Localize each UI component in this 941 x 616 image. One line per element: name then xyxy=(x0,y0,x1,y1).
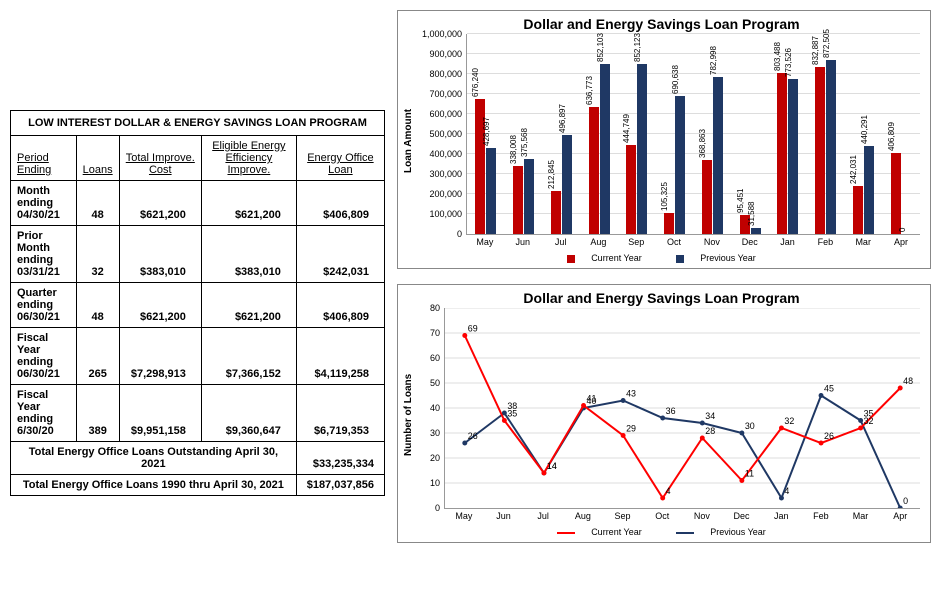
bar-current: 105,325 xyxy=(664,213,674,234)
svg-text:14: 14 xyxy=(547,461,557,471)
col-period: Period Ending xyxy=(11,136,77,181)
bar-current: 636,773 xyxy=(589,107,599,234)
line-chart-title: Dollar and Energy Savings Loan Program xyxy=(403,290,920,306)
bar-chart: Dollar and Energy Savings Loan Program L… xyxy=(397,10,931,269)
bar-current: 242,031 xyxy=(853,186,863,234)
svg-text:32: 32 xyxy=(864,416,874,426)
bar-previous: 428,697 xyxy=(486,148,496,234)
bar-chart-y-label: Loan Amount xyxy=(403,34,414,247)
line-current xyxy=(465,336,900,499)
svg-text:0: 0 xyxy=(903,496,908,506)
bar-previous: 782,998 xyxy=(713,77,723,234)
bar-group: 338,008375,568 xyxy=(505,34,543,234)
table-row: Prior Month ending 03/31/2132$383,010$38… xyxy=(11,226,385,283)
loan-program-table: LOW INTEREST DOLLAR & ENERGY SAVINGS LOA… xyxy=(10,110,385,496)
svg-text:4: 4 xyxy=(666,486,671,496)
bar-previous: 852,123 xyxy=(637,64,647,234)
svg-text:34: 34 xyxy=(705,411,715,421)
table-title: LOW INTEREST DOLLAR & ENERGY SAVINGS LOA… xyxy=(11,111,385,136)
bar-previous: 496,897 xyxy=(562,135,572,234)
bar-current: 803,488 xyxy=(777,73,787,234)
bar-previous: 773,526 xyxy=(788,79,798,234)
svg-text:69: 69 xyxy=(468,323,478,333)
bar-group: 636,773852,103 xyxy=(580,34,618,234)
table-row: Quarter ending 06/30/2148$621,200$621,20… xyxy=(11,283,385,328)
bar-current: 368,863 xyxy=(702,160,712,234)
bar-group: 832,887872,505 xyxy=(807,34,845,234)
bar-previous: 872,505 xyxy=(826,60,836,235)
bar-previous: 31,588 xyxy=(751,228,761,234)
bar-chart-legend: Current Year Previous Year xyxy=(403,247,920,263)
bar-group: 212,845496,897 xyxy=(543,34,581,234)
bar-group: 406,8090 xyxy=(882,34,920,234)
bar-group: 242,031440,291 xyxy=(845,34,883,234)
svg-text:29: 29 xyxy=(626,423,636,433)
bar-current: 212,845 xyxy=(551,191,561,234)
svg-text:26: 26 xyxy=(468,431,478,441)
bar-current: 406,809 xyxy=(891,153,901,234)
bar-current: 338,008 xyxy=(513,166,523,234)
svg-text:11: 11 xyxy=(745,468,754,478)
table-row: Month ending 04/30/2148$621,200$621,200$… xyxy=(11,181,385,226)
line-chart: Dollar and Energy Savings Loan Program N… xyxy=(397,284,931,543)
table-total-row: Total Energy Office Loans Outstanding Ap… xyxy=(11,442,385,475)
bar-group: 803,488773,526 xyxy=(769,34,807,234)
bar-group: 105,325690,638 xyxy=(656,34,694,234)
table-total-row: Total Energy Office Loans 1990 thru Apri… xyxy=(11,475,385,496)
col-office-loan: Energy Office Loan xyxy=(296,136,384,181)
svg-text:36: 36 xyxy=(666,406,676,416)
bar-previous: 690,638 xyxy=(675,96,685,234)
line-previous xyxy=(465,396,900,509)
svg-text:4: 4 xyxy=(784,486,789,496)
bar-previous: 375,568 xyxy=(524,159,534,234)
svg-text:41: 41 xyxy=(587,393,597,403)
svg-text:32: 32 xyxy=(784,416,794,426)
bar-group: 444,749852,123 xyxy=(618,34,656,234)
bar-chart-title: Dollar and Energy Savings Loan Program xyxy=(403,16,920,32)
line-chart-y-label: Number of Loans xyxy=(403,308,414,521)
bar-current: 444,749 xyxy=(626,145,636,234)
bar-current: 832,887 xyxy=(815,67,825,234)
svg-text:43: 43 xyxy=(626,388,636,398)
bar-group: 676,240428,697 xyxy=(467,34,505,234)
svg-text:48: 48 xyxy=(903,376,913,386)
bar-previous: 440,291 xyxy=(864,146,874,234)
svg-text:26: 26 xyxy=(824,431,834,441)
col-eligible: Eligible Energy Efficiency Improve. xyxy=(201,136,296,181)
col-total-cost: Total Improve. Cost xyxy=(119,136,201,181)
table-row: Fiscal Year ending 6/30/20389$9,951,158$… xyxy=(11,385,385,442)
svg-text:45: 45 xyxy=(824,383,834,393)
bar-group: 95,45131,588 xyxy=(731,34,769,234)
col-loans: Loans xyxy=(76,136,119,181)
svg-text:35: 35 xyxy=(507,408,517,418)
line-chart-legend: Current Year Previous Year xyxy=(403,521,920,537)
table-row: Fiscal Year ending 06/30/21265$7,298,913… xyxy=(11,328,385,385)
bar-group: 368,863782,998 xyxy=(694,34,732,234)
bar-previous: 852,103 xyxy=(600,64,610,234)
svg-text:28: 28 xyxy=(705,426,715,436)
svg-text:30: 30 xyxy=(745,421,755,431)
